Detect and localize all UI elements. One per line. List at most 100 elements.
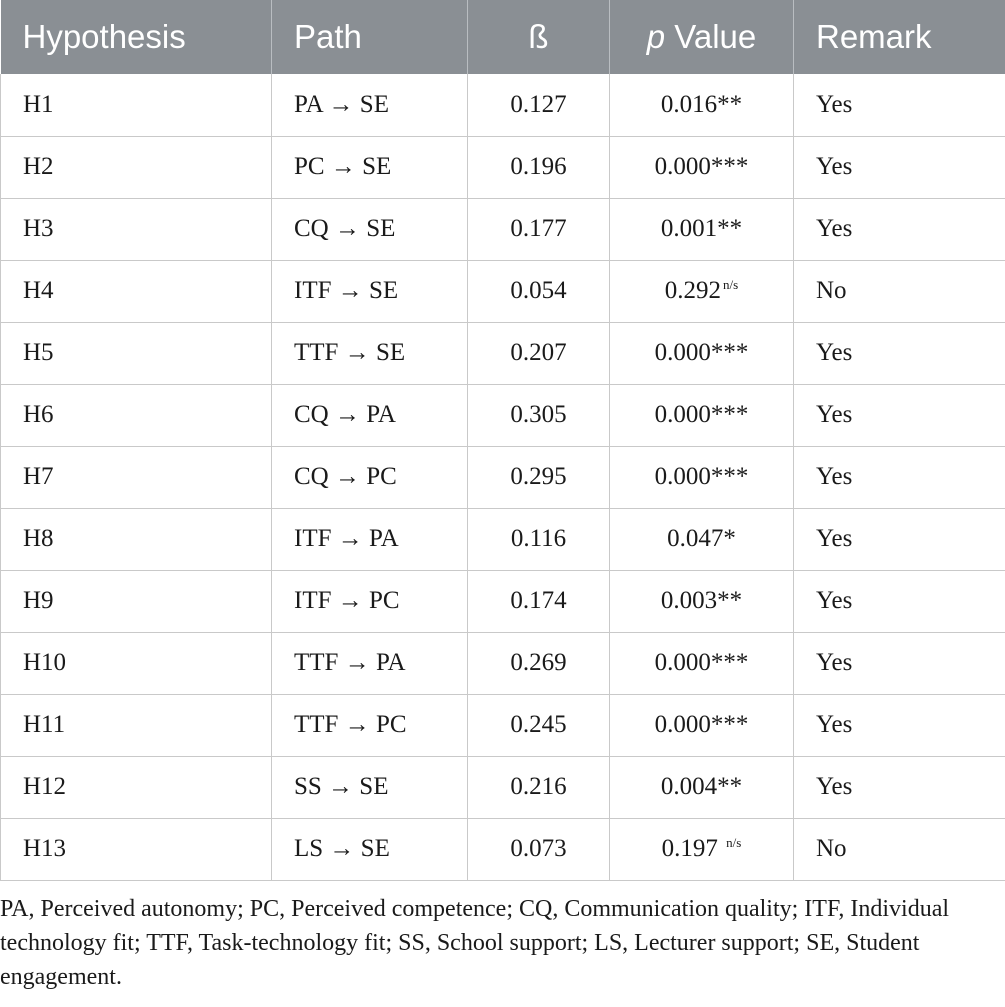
cell-remark: Yes xyxy=(793,632,1005,695)
table-row: H5 TTF → SE 0.207 0.000*** Yes xyxy=(0,322,1005,385)
cell-remark: Yes xyxy=(793,570,1005,633)
p-value-text: 0.292 xyxy=(664,277,722,304)
cell-hypothesis: H4 xyxy=(0,260,272,323)
p-value-text: 0.003** xyxy=(660,587,743,614)
cell-beta: 0.207 xyxy=(467,322,610,385)
p-value-text: 0.000*** xyxy=(654,339,749,366)
hypothesis-results-table: Hypothesis Path ß p Value Remark H1 PA → … xyxy=(0,0,1005,881)
cell-beta: 0.305 xyxy=(467,384,610,447)
cell-remark: Yes xyxy=(793,74,1005,137)
header-p-rest: Value xyxy=(665,18,757,55)
cell-path: ITF → PC xyxy=(271,570,468,633)
cell-remark: Yes xyxy=(793,756,1005,819)
cell-hypothesis: H6 xyxy=(0,384,272,447)
table-body: H1 PA → SE 0.127 0.016** Yes H2 PC → SE 0.196 0.… xyxy=(0,74,1005,881)
cell-path: ITF → SE xyxy=(271,260,468,323)
cell-beta: 0.127 xyxy=(467,74,610,137)
cell-remark: Yes xyxy=(793,136,1005,199)
cell-hypothesis: H12 xyxy=(0,756,272,819)
cell-p-value: 0.000*** xyxy=(609,322,794,385)
table-row: H13 LS → SE 0.073 0.197 n/s No xyxy=(0,818,1005,881)
cell-p-value: 0.003** xyxy=(609,570,794,633)
p-value-text: 0.001** xyxy=(660,215,743,242)
table-footnote: PA, Perceived autonomy; PC, Perceived co… xyxy=(0,896,950,990)
cell-path: ITF → PA xyxy=(271,508,468,571)
header-p-italic: p xyxy=(646,18,666,55)
table-row: H11 TTF → PC 0.245 0.000*** Yes xyxy=(0,694,1005,757)
cell-beta: 0.245 xyxy=(467,694,610,757)
cell-beta: 0.054 xyxy=(467,260,610,323)
cell-path: CQ → PA xyxy=(271,384,468,447)
cell-remark: No xyxy=(793,818,1005,881)
table-header: Hypothesis Path ß p Value Remark xyxy=(0,0,1005,74)
cell-beta: 0.295 xyxy=(467,446,610,509)
cell-beta: 0.196 xyxy=(467,136,610,199)
table-row: H3 CQ → SE 0.177 0.001** Yes xyxy=(0,198,1005,261)
cell-beta: 0.269 xyxy=(467,632,610,695)
p-value-text: 0.000*** xyxy=(654,649,749,676)
cell-path: TTF → SE xyxy=(271,322,468,385)
cell-hypothesis: H1 xyxy=(0,74,272,137)
cell-remark: Yes xyxy=(793,508,1005,571)
p-value-text: 0.000*** xyxy=(654,401,749,428)
table-row: H4 ITF → SE 0.054 0.292 n/s No xyxy=(0,260,1005,323)
cell-hypothesis: H11 xyxy=(0,694,272,757)
cell-p-value: 0.000*** xyxy=(609,446,794,509)
cell-beta: 0.216 xyxy=(467,756,610,819)
cell-p-value: 0.001** xyxy=(609,198,794,261)
table-row: H6 CQ → PA 0.305 0.000*** Yes xyxy=(0,384,1005,447)
p-value-text: 0.000*** xyxy=(654,463,749,490)
header-row: Hypothesis Path ß p Value Remark xyxy=(0,0,1005,74)
table-row: H7 CQ → PC 0.295 0.000*** Yes xyxy=(0,446,1005,509)
cell-p-value: 0.000*** xyxy=(609,632,794,695)
header-hypothesis: Hypothesis xyxy=(0,0,272,74)
cell-remark: Yes xyxy=(793,446,1005,509)
cell-remark: Yes xyxy=(793,694,1005,757)
table-row: H9 ITF → PC 0.174 0.003** Yes xyxy=(0,570,1005,633)
table-row: H2 PC → SE 0.196 0.000*** Yes xyxy=(0,136,1005,199)
cell-hypothesis: H3 xyxy=(0,198,272,261)
cell-p-value: 0.197 n/s xyxy=(609,818,794,881)
cell-remark: Yes xyxy=(793,322,1005,385)
cell-path: TTF → PA xyxy=(271,632,468,695)
results-table-container: Hypothesis Path ß p Value Remark H1 PA → … xyxy=(0,0,1005,881)
p-value-text: 0.004** xyxy=(660,773,743,800)
p-value-text: 0.000*** xyxy=(654,711,749,738)
cell-p-value: 0.000*** xyxy=(609,384,794,447)
table-row: H8 ITF → PA 0.116 0.047* Yes xyxy=(0,508,1005,571)
cell-path: PC → SE xyxy=(271,136,468,199)
cell-beta: 0.177 xyxy=(467,198,610,261)
not-significant-marker: n/s xyxy=(723,277,739,292)
p-value-text: 0.047* xyxy=(667,525,736,552)
cell-p-value: 0.004** xyxy=(609,756,794,819)
cell-path: PA → SE xyxy=(271,74,468,137)
not-significant-marker: n/s xyxy=(726,835,742,850)
cell-path: LS → SE xyxy=(271,818,468,881)
cell-beta: 0.073 xyxy=(467,818,610,881)
cell-hypothesis: H8 xyxy=(0,508,272,571)
header-remark: Remark xyxy=(793,0,1005,74)
cell-hypothesis: H13 xyxy=(0,818,272,881)
cell-path: CQ → PC xyxy=(271,446,468,509)
header-p-value: p Value xyxy=(609,0,794,74)
cell-hypothesis: H5 xyxy=(0,322,272,385)
table-row: H1 PA → SE 0.127 0.016** Yes xyxy=(0,74,1005,137)
cell-p-value: 0.292 n/s xyxy=(609,260,794,323)
cell-hypothesis: H7 xyxy=(0,446,272,509)
cell-p-value: 0.047* xyxy=(609,508,794,571)
cell-p-value: 0.016** xyxy=(609,74,794,137)
cell-remark: Yes xyxy=(793,198,1005,261)
cell-remark: Yes xyxy=(793,384,1005,447)
cell-p-value: 0.000*** xyxy=(609,694,794,757)
cell-p-value: 0.000*** xyxy=(609,136,794,199)
cell-beta: 0.174 xyxy=(467,570,610,633)
cell-path: TTF → PC xyxy=(271,694,468,757)
p-value-text: 0.016** xyxy=(660,90,743,118)
table-row: H10 TTF → PA 0.269 0.000*** Yes xyxy=(0,632,1005,695)
table-row: H12 SS → SE 0.216 0.004** Yes xyxy=(0,756,1005,819)
cell-hypothesis: H2 xyxy=(0,136,272,199)
cell-hypothesis: H10 xyxy=(0,632,272,695)
cell-path: CQ → SE xyxy=(271,198,468,261)
header-path: Path xyxy=(271,0,468,74)
p-value-text: 0.000*** xyxy=(654,153,749,180)
